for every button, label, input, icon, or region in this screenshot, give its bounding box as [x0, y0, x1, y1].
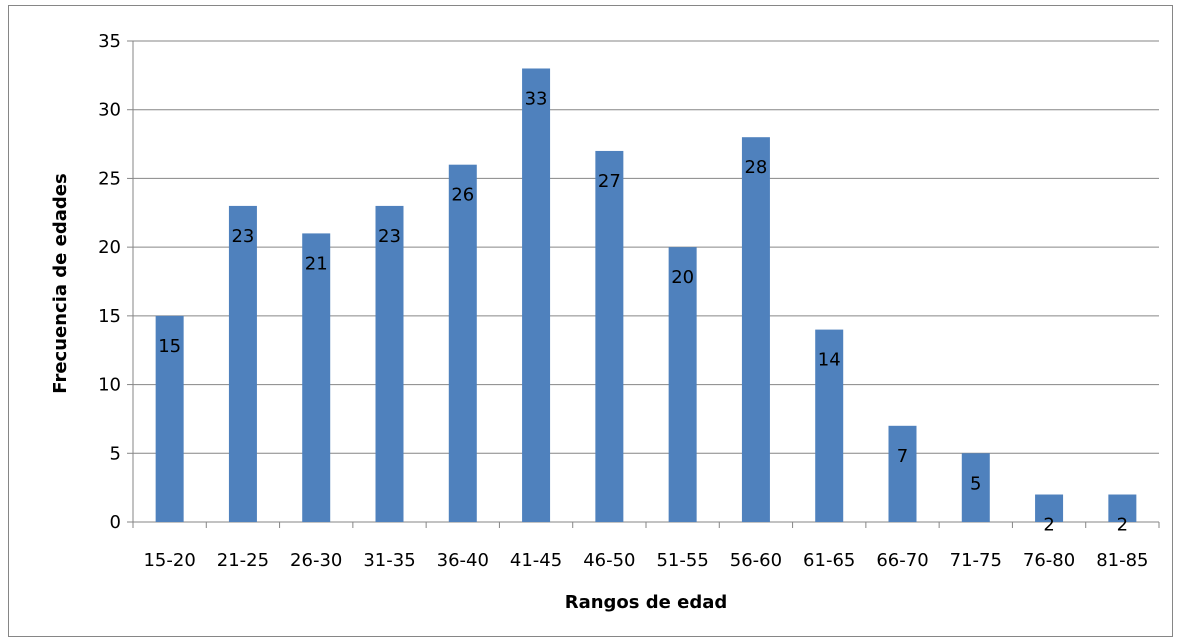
x-tick-label: 66-70 — [876, 550, 928, 571]
bar — [522, 68, 551, 522]
data-label: 15 — [158, 336, 181, 357]
data-label: 23 — [231, 226, 254, 247]
y-tick-label: 0 — [110, 512, 121, 533]
y-tick-label: 25 — [98, 168, 121, 189]
bar — [1108, 494, 1137, 522]
bar — [302, 233, 331, 522]
bars — [155, 68, 1137, 522]
bar — [155, 315, 184, 522]
gridlines — [133, 40, 1159, 454]
bar — [1035, 494, 1064, 522]
x-tick-label: 36-40 — [437, 550, 489, 571]
x-tick-label: 76-80 — [1023, 550, 1075, 571]
x-tick-label: 81-85 — [1096, 550, 1148, 571]
y-tick-label: 30 — [98, 100, 121, 121]
bar — [595, 150, 624, 522]
x-tick-label: 56-60 — [730, 550, 782, 571]
data-label: 26 — [451, 185, 474, 206]
data-label: 2 — [1117, 515, 1128, 536]
data-label: 23 — [378, 226, 401, 247]
bar — [741, 137, 770, 522]
x-tick-label: 41-45 — [510, 550, 562, 571]
data-label: 21 — [305, 253, 328, 274]
data-label: 33 — [525, 88, 548, 109]
data-label: 28 — [744, 157, 767, 178]
x-axis-title: Rangos de edad — [565, 592, 728, 613]
bar — [888, 425, 917, 522]
data-label: 5 — [970, 473, 981, 494]
chart-frame — [8, 5, 1173, 637]
y-tick-label: 20 — [98, 237, 121, 258]
bar — [815, 329, 844, 522]
x-tick-label: 51-55 — [656, 550, 708, 571]
x-tick-label: 15-20 — [143, 550, 195, 571]
x-tick-label: 71-75 — [950, 550, 1002, 571]
axes — [127, 40, 1160, 528]
bar — [668, 247, 697, 522]
data-label: 27 — [598, 171, 621, 192]
y-tick-label: 5 — [110, 443, 121, 464]
data-label: 7 — [897, 446, 908, 467]
y-axis-title: Frecuencia de edades — [50, 173, 71, 393]
bar — [228, 205, 257, 522]
data-label: 14 — [818, 350, 841, 371]
x-tick-label: 26-30 — [290, 550, 342, 571]
x-tick-label: 46-50 — [583, 550, 635, 571]
x-tick-label: 21-25 — [217, 550, 269, 571]
bar — [375, 205, 404, 522]
labels: 051015202530351515-202321-252126-302331-… — [98, 31, 1148, 571]
bar — [961, 453, 990, 522]
data-label: 2 — [1043, 515, 1054, 536]
data-label: 20 — [671, 267, 694, 288]
y-tick-label: 15 — [98, 306, 121, 327]
y-tick-label: 10 — [98, 375, 121, 396]
x-tick-label: 61-65 — [803, 550, 855, 571]
bar — [448, 164, 477, 522]
y-tick-label: 35 — [98, 31, 121, 52]
x-tick-label: 31-35 — [363, 550, 415, 571]
